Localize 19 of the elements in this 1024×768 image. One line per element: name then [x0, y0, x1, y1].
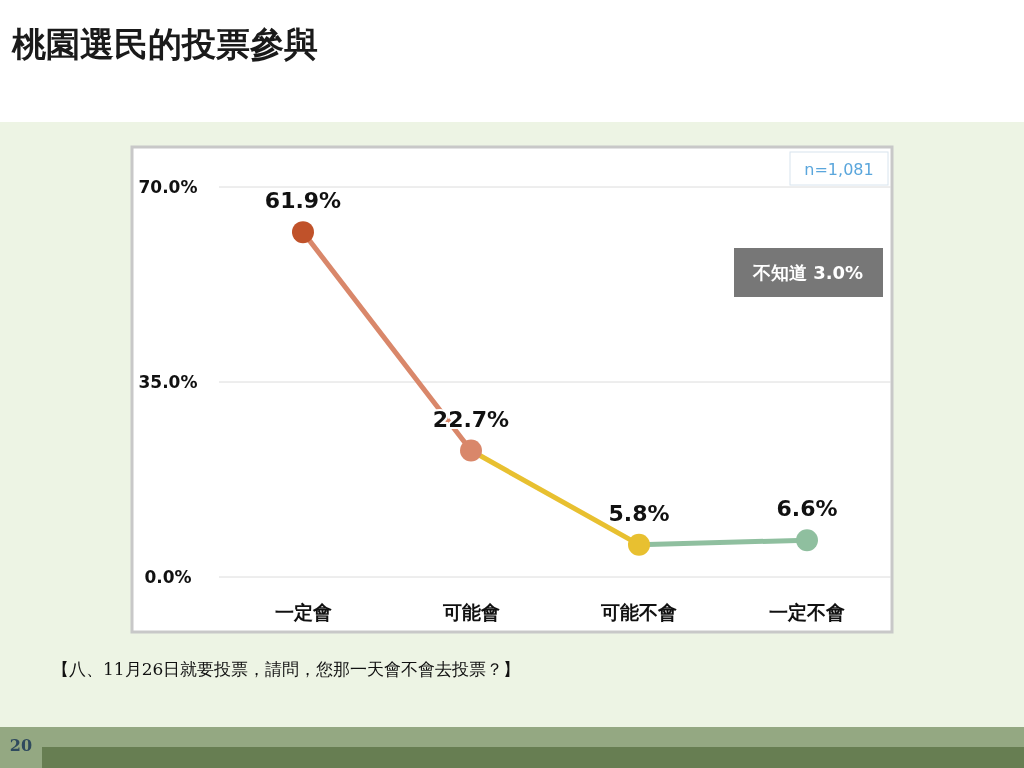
point	[292, 221, 314, 244]
data-label: 61.9%	[264, 188, 342, 214]
text: 20	[9, 736, 33, 755]
x-tick-label: 可能不會	[600, 601, 677, 623]
data-label: 5.8%	[608, 500, 670, 526]
text: 【八、11月26日就要投票，請問，您那一天會不會去投票？】	[52, 659, 521, 679]
y-tick-label: 35.0%	[138, 372, 198, 392]
y-tick-label: 0.0%	[144, 567, 192, 587]
data-label: 6.6%	[776, 496, 838, 522]
x-tick-label: 一定會	[274, 601, 332, 623]
text: n=1,081	[804, 160, 874, 179]
y-tick-label: 70.0%	[138, 177, 198, 197]
x-tick-label: 一定不會	[769, 601, 845, 623]
x-tick-label: 可能會	[441, 601, 500, 623]
chart-title: 桃園選民的投票參與	[11, 24, 318, 64]
point	[796, 529, 818, 552]
point	[628, 533, 650, 556]
annotation: 不知道 3.0%	[751, 262, 864, 283]
point	[460, 439, 482, 462]
